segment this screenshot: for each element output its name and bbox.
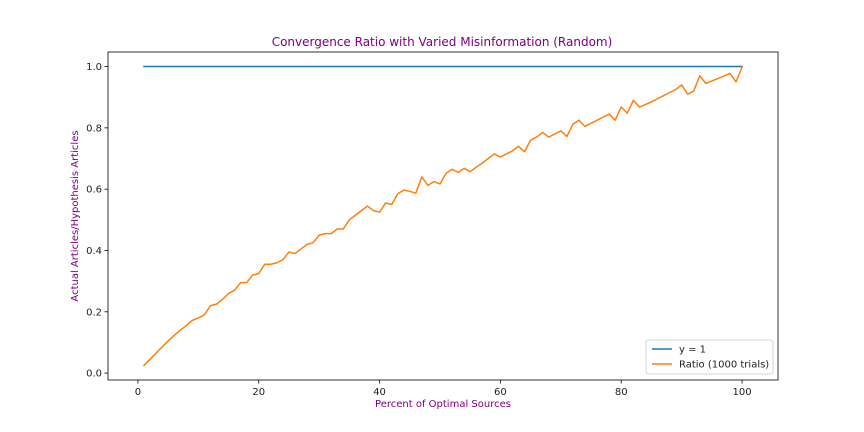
x-tick-label: 60 <box>494 387 507 398</box>
legend-label-ratio: Ratio (1000 trials) <box>679 360 769 371</box>
plot-frame <box>107 51 779 381</box>
legend-label-y-equals-1: y = 1 <box>679 345 706 356</box>
y-tick-label: 0.8 <box>86 123 102 134</box>
series-layer <box>142 65 744 367</box>
x-axis: 0 20 40 60 80 100 <box>135 380 752 398</box>
axes-layer <box>107 51 779 381</box>
legend: y = 1 Ratio (1000 trials) <box>645 339 774 375</box>
chart-title: Convergence Ratio with Varied Misinforma… <box>272 35 613 49</box>
x-axis-label: Percent of Optimal Sources <box>375 399 511 410</box>
y-tick-label: 0.6 <box>86 185 102 196</box>
legend-box <box>645 339 774 375</box>
x-tick-label: 20 <box>252 387 265 398</box>
y-axis-label: Actual Articles/Hypothesis Articles <box>70 130 81 301</box>
x-tick-label: 80 <box>615 387 628 398</box>
y-tick-label: 1.0 <box>86 62 102 73</box>
y-tick-label: 0.2 <box>86 307 102 318</box>
y-tick-label: 0.4 <box>86 246 102 257</box>
x-tick-label: 40 <box>373 387 386 398</box>
x-tick-label: 0 <box>135 387 141 398</box>
y-axis: 0.0 0.2 0.4 0.6 0.8 1.0 <box>86 62 108 380</box>
series-line-1 <box>142 66 744 367</box>
y-tick-label: 0.0 <box>86 369 102 380</box>
x-tick-label: 100 <box>733 387 752 398</box>
plot-area <box>108 52 778 380</box>
